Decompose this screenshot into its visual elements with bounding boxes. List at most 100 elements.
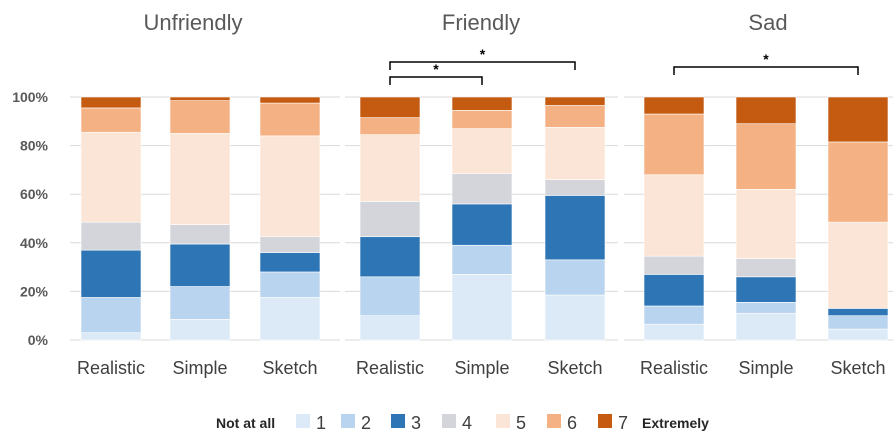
x-tick-label: Simple — [738, 358, 793, 378]
bar-segment — [544, 179, 606, 196]
legend-label: 4 — [462, 413, 472, 433]
legend-label: 1 — [316, 413, 326, 433]
bar-segment — [451, 274, 513, 341]
legend-swatch — [442, 414, 456, 428]
bar-segment — [169, 319, 231, 341]
y-tick-label: 60% — [20, 186, 49, 202]
bar-segment — [643, 255, 705, 275]
bar-segment — [80, 332, 142, 341]
bar-segment — [735, 258, 797, 278]
y-tick-label: 0% — [28, 332, 49, 348]
significance-bracket — [389, 76, 483, 85]
bar-segment — [544, 105, 606, 128]
bar-segment — [451, 244, 513, 275]
chart-title: Unfriendly — [143, 10, 242, 35]
x-tick-label: Sketch — [547, 358, 602, 378]
x-tick-label: Realistic — [77, 358, 145, 378]
bar-segment — [735, 302, 797, 314]
bar-segment — [735, 276, 797, 303]
bar-segment — [259, 297, 321, 341]
bar-segment — [80, 249, 142, 298]
legend-label: 3 — [411, 413, 421, 433]
legend-label: 7 — [618, 413, 628, 433]
bar-segment — [827, 221, 889, 309]
bar-segment — [735, 96, 797, 125]
significance-bracket — [673, 66, 859, 75]
chart-title: Friendly — [442, 10, 520, 35]
x-tick-label: Realistic — [356, 358, 424, 378]
bar-segment — [359, 201, 421, 238]
significance-bracket — [389, 61, 576, 70]
bar-segment — [643, 96, 705, 115]
bar-segment — [259, 135, 321, 238]
bar-segment — [359, 236, 421, 278]
bar-segment — [259, 96, 321, 104]
significance-label: * — [763, 51, 769, 67]
x-tick-label: Sketch — [262, 358, 317, 378]
bar-segment — [359, 276, 421, 317]
bar-segment — [451, 96, 513, 111]
legend-label: 5 — [516, 413, 526, 433]
bar-segment — [827, 315, 889, 330]
panel-unfriendly: Unfriendly Realistic Simple Sketch — [70, 10, 340, 378]
bar-segment — [80, 221, 142, 251]
bar-segment — [735, 189, 797, 259]
bar-segment — [643, 274, 705, 307]
bar-segment — [259, 102, 321, 137]
bar-segment — [359, 134, 421, 202]
legend-swatch — [598, 414, 612, 428]
bar-segment — [544, 195, 606, 261]
x-tick-label: Sketch — [830, 358, 885, 378]
legend: Not at all 1 2 3 4 5 6 7 Extremely — [216, 413, 709, 433]
bar-segment — [169, 96, 231, 101]
legend-swatch — [341, 414, 355, 428]
x-tick-label: Simple — [454, 358, 509, 378]
panel-sad: Sad Realistic Simple Sketch * — [624, 10, 893, 378]
bar-segment — [827, 96, 889, 143]
bar-segment — [544, 127, 606, 180]
bar-segment — [169, 133, 231, 225]
legend-swatch — [547, 414, 561, 428]
panel-friendly: Friendly Realistic Simple Sketch * * — [345, 10, 618, 378]
legend-label: 2 — [361, 413, 371, 433]
legend-swatch — [496, 414, 510, 428]
bar-segment — [735, 123, 797, 190]
legend-swatch — [296, 414, 310, 428]
bar-segment — [259, 271, 321, 298]
bar-segment — [643, 305, 705, 325]
bar-segment — [827, 328, 889, 341]
bar-segment — [827, 141, 889, 223]
bar-segment — [451, 173, 513, 205]
bar-segment — [80, 96, 142, 109]
bar-segment — [544, 294, 606, 341]
bar-segment — [451, 128, 513, 174]
y-tick-label: 20% — [20, 283, 49, 299]
chart-title: Sad — [748, 10, 787, 35]
legend-low-label: Not at all — [216, 415, 275, 431]
bar-segment — [643, 113, 705, 176]
bar-segment — [643, 323, 705, 341]
bar-segment — [451, 110, 513, 129]
bar-segment — [169, 243, 231, 287]
bar-segment — [735, 312, 797, 341]
bar-segment — [259, 236, 321, 253]
legend-swatch — [391, 414, 405, 428]
bar-segment — [169, 224, 231, 245]
y-tick-label: 80% — [20, 138, 49, 154]
x-tick-label: Simple — [172, 358, 227, 378]
bar-segment — [80, 131, 142, 223]
bar-segment — [80, 297, 142, 334]
legend-label: 6 — [567, 413, 577, 433]
legend-high-label: Extremely — [642, 415, 709, 431]
bar-segment — [80, 107, 142, 133]
y-tick-label: 100% — [12, 89, 48, 105]
bar-segment — [259, 252, 321, 273]
significance-label: * — [480, 46, 486, 62]
bar-segment — [827, 308, 889, 317]
bar-segment — [643, 174, 705, 257]
bar-segment — [544, 96, 606, 106]
bar-segment — [169, 100, 231, 134]
y-tick-label: 40% — [20, 235, 49, 251]
bar-segment — [169, 286, 231, 320]
